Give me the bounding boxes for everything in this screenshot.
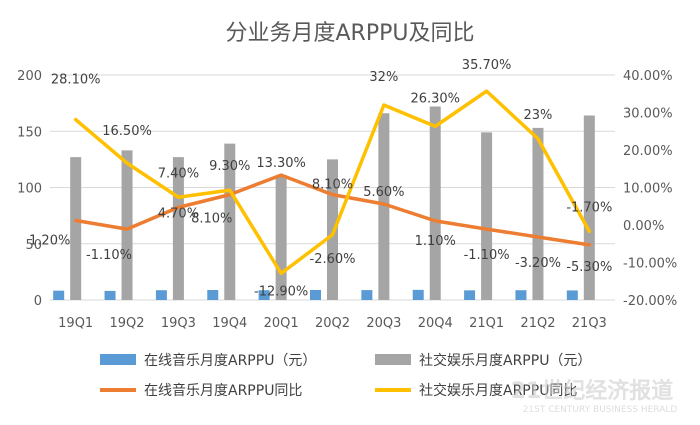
bar-social-entertainment [224,143,236,300]
y-right-tick-label: -10.00% [623,257,677,272]
y-right-tick-label: 20.00% [623,144,673,159]
x-tick-label: 19Q1 [58,316,93,331]
label-online-music-yoy: 1.20% [29,234,70,249]
label-online-music-yoy: 4.70% [158,206,199,221]
watermark-sub: 21ST CENTURY BUSINESS HERALD [523,405,678,415]
x-tick-label: 21Q3 [572,316,607,331]
legend-label: 社交娱乐月度ARPPU（元） [419,352,591,369]
bar-social-entertainment [172,157,184,300]
data-labels: 1.20%-1.10%4.70%8.10%13.30%8.10% 5.60%1.1… [29,58,612,299]
legend: 在线音乐月度ARPPU（元） 社交娱乐月度ARPPU（元） 在线音乐月度ARPPU同… [100,352,591,399]
bar-social-entertainment [121,150,133,300]
bar-online-music [310,289,321,300]
x-tick-label: 20Q2 [315,316,350,331]
bar-online-music [464,290,476,300]
y-right-tick-label: 40.00% [623,69,673,84]
bar-online-music [155,290,167,300]
y-right-tick-label: 10.00% [623,182,673,197]
label-social-entertainment-yoy: 16.50% [102,124,152,139]
label-online-music-yoy: -1.10% [464,248,510,263]
label-social-entertainment-yoy: -2.60% [310,252,356,267]
bar-online-music [207,289,219,300]
x-tick-label: 20Q3 [366,316,401,331]
axis-ticks: 0 50 100 150 200 -20.00% -10.00% 0.00% 10.00% 20.… [17,69,677,331]
bar-social-entertainment [275,175,287,300]
line-online-music-yoy [73,173,592,247]
x-tick-label: 21Q1 [469,316,504,331]
label-social-entertainment-yoy: 23% [524,108,553,123]
bar-social-entertainment [481,132,493,300]
label-online-music-yoy: 8.10% [191,212,232,227]
bar-online-music [361,290,373,300]
y-right-tick-label: -20.00% [623,294,677,309]
x-tick-label: 21Q2 [520,316,555,331]
label-online-music-yoy: 13.30% [256,156,306,171]
bar-online-music [53,290,65,300]
legend-label: 社交娱乐月度ARPPU同比 [419,382,577,399]
label-online-music-yoy: -5.30% [566,260,612,275]
label-online-music-yoy: 1.10% [415,234,456,249]
bar-online-music [104,290,116,300]
y-left-tick-label: 50 [25,238,42,253]
label-social-entertainment-yoy: 35.70% [462,58,512,73]
bar-online-music [258,290,270,300]
bar-social-entertainment [532,127,544,300]
label-social-entertainment-yoy: 32% [369,70,398,85]
y-left-tick-label: 150 [17,125,42,140]
y-left-tick-label: 0 [34,294,42,309]
label-online-music-yoy: 5.60% [363,185,404,200]
x-tick-label: 19Q2 [110,316,145,331]
x-tick-label: 20Q1 [264,316,299,331]
label-social-entertainment-yoy: -12.90% [254,284,308,299]
bar-online-music [515,290,527,300]
x-tick-label: 19Q3 [161,316,196,331]
line-social-entertainment-yoy [73,89,592,276]
bar-social-entertainment [583,115,595,300]
legend-label: 在线音乐月度ARPPU（元） [144,352,316,369]
chart-title: 分业务月度ARPPU及同比 [226,21,475,46]
label-social-entertainment-yoy: 9.30% [209,159,250,174]
legend-swatch [100,354,136,365]
bar-series [53,106,595,300]
label-online-music-yoy: -1.10% [86,248,132,263]
label-online-music-yoy: 8.10% [312,178,353,193]
watermark-main: 21世纪经济报道 [511,378,674,404]
bar-social-entertainment [378,113,390,300]
bar-social-entertainment [70,157,82,300]
label-social-entertainment-yoy: 26.30% [410,91,460,106]
y-right-tick-label: 30.00% [623,107,673,122]
y-left-tick-label: 100 [17,182,42,197]
x-tick-label: 19Q4 [212,316,247,331]
bar-online-music [412,289,424,300]
legend-label: 在线音乐月度ARPPU同比 [144,382,302,399]
label-social-entertainment-yoy: 28.10% [51,73,101,88]
line-series [73,89,592,276]
watermark: 21世纪经济报道 21ST CENTURY BUSINESS HERALD [511,378,678,415]
x-tick-label: 20Q4 [418,316,453,331]
legend-swatch [375,354,411,365]
bar-social-entertainment [429,106,441,300]
label-social-entertainment-yoy: -1.70% [566,200,612,215]
bar-social-entertainment [327,159,338,300]
y-left-tick-label: 200 [17,69,42,84]
y-right-tick-label: 0.00% [623,219,664,234]
bar-online-music [566,290,578,300]
label-online-music-yoy: -3.20% [515,256,561,271]
label-social-entertainment-yoy: 7.40% [158,166,199,181]
